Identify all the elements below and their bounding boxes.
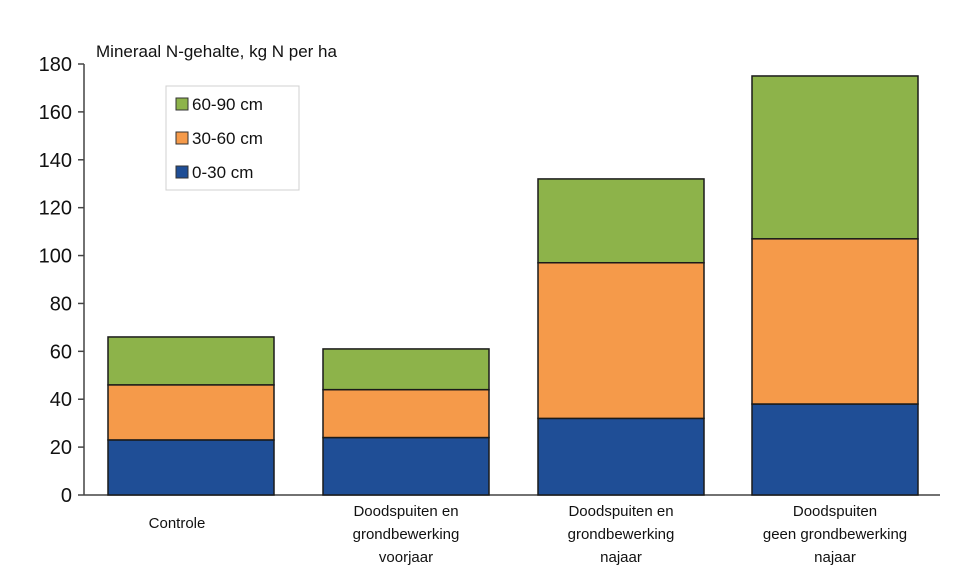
y-tick-label: 0	[61, 485, 72, 507]
category-label-line: grondbewerking	[353, 526, 460, 543]
category-label-line: voorjaar	[379, 549, 433, 566]
bars	[107, 75, 919, 496]
y-tick-label: 120	[39, 198, 72, 220]
category-label: Doodspuiten geen grondbewerking najaar	[763, 503, 907, 566]
category-label-line: Doodspuiten en	[568, 503, 673, 520]
category-label: Doodspuiten en grondbewerking najaar	[568, 503, 675, 566]
category-label: Doodspuiten en grondbewerking voorjaar	[353, 503, 460, 566]
y-tick-label: 20	[50, 437, 72, 459]
category-labels: Controle Doodspuiten en grondbewerking voor…	[149, 503, 907, 566]
y-tick-label: 140	[39, 150, 72, 172]
category-label-line: Doodspuiten	[793, 503, 877, 520]
legend-swatch	[175, 131, 189, 145]
y-tick-label: 100	[39, 246, 72, 268]
bar-segment	[751, 238, 919, 405]
bar-segment	[537, 261, 705, 420]
y-tick-label: 40	[50, 389, 72, 411]
y-tick-label: 80	[50, 293, 72, 315]
y-tick-label: 60	[50, 341, 72, 363]
legend-label: 30-60 cm	[192, 129, 263, 148]
legend: 60-90 cm 30-60 cm 0-30 cm	[165, 85, 300, 191]
bar-segment	[322, 348, 490, 391]
y-tick-label: 160	[39, 102, 72, 124]
bar-segment	[322, 436, 490, 496]
category-label-line: Doodspuiten en	[353, 503, 458, 520]
bar-segment	[107, 439, 275, 496]
category-label-line: geen grondbewerking	[763, 526, 907, 543]
axes: 0 20 40 60 80 100 120 140 160 180	[39, 54, 940, 507]
category-label: Controle	[149, 515, 206, 532]
bar-segment	[107, 384, 275, 441]
category-label-line: najaar	[600, 549, 642, 566]
legend-swatch	[175, 97, 189, 111]
bar-segment	[751, 75, 919, 240]
bar-segment	[107, 336, 275, 386]
bar-segment	[322, 388, 490, 439]
category-label-line: grondbewerking	[568, 526, 675, 543]
category-label-line: najaar	[814, 549, 856, 566]
bar-segment	[537, 178, 705, 264]
legend-swatch	[175, 165, 189, 179]
category-label-line: Controle	[149, 515, 206, 532]
bar-segment	[751, 403, 919, 496]
legend-label: 0-30 cm	[192, 163, 253, 182]
y-tick-label: 180	[39, 54, 72, 76]
bar-segment	[537, 417, 705, 496]
y-axis-title: Mineraal N-gehalte, kg N per ha	[96, 42, 338, 61]
legend-label: 60-90 cm	[192, 95, 263, 114]
